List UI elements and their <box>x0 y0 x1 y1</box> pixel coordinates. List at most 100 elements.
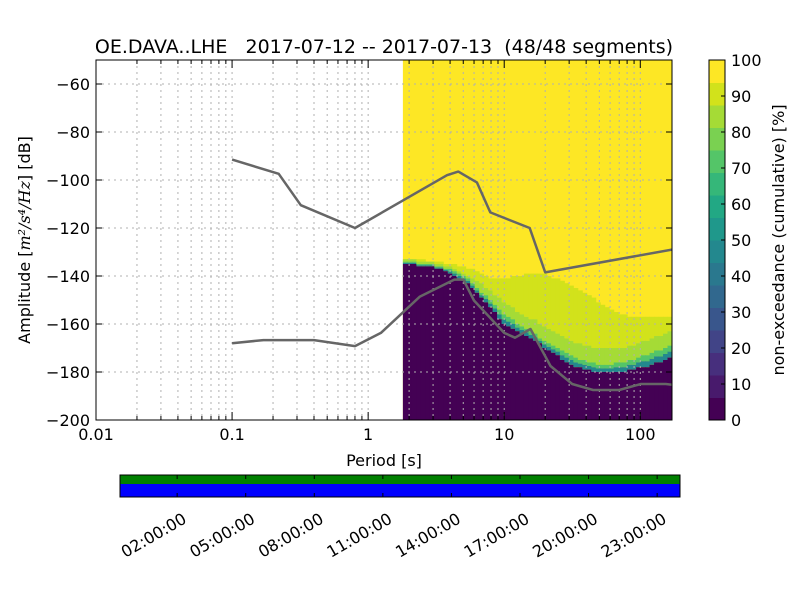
heatmap-bin <box>497 319 503 420</box>
heatmap-bin <box>425 261 431 264</box>
heatmap-bin <box>640 316 646 341</box>
heatmap-bin <box>636 316 642 344</box>
heatmap-bin <box>465 283 471 420</box>
heatmap-bin <box>604 368 610 372</box>
colorbar-segment <box>709 330 725 353</box>
heatmap-bin <box>470 278 476 284</box>
heatmap-bin <box>600 372 606 420</box>
heatmap-bin <box>402 259 408 262</box>
heatmap-bin <box>667 357 672 420</box>
heatmap-bin <box>443 264 449 267</box>
colorbar-segment <box>709 285 725 308</box>
chart-title: OE.DAVA..LHE 2017-07-12 -- 2017-07-13 (4… <box>95 36 673 58</box>
y-axis-label: Amplitude [m²/s⁴/Hz] [dB] <box>15 136 34 344</box>
colorbar-tick-label: 40 <box>731 267 751 286</box>
colorbar-tick-label: 0 <box>731 411 741 430</box>
heatmap-bin <box>506 321 512 327</box>
heatmap-bin <box>483 288 489 296</box>
heatmap-bin <box>586 366 592 370</box>
colorbar-tick-label: 70 <box>731 159 751 178</box>
heatmap-bin <box>411 262 417 264</box>
plot-frame <box>95 59 673 421</box>
heatmap-bin <box>474 280 480 288</box>
heatmap-bin <box>506 326 512 420</box>
heatmap-bin <box>550 345 556 350</box>
heatmap-bin <box>541 348 547 420</box>
coverage-time-label: 02:00:00 <box>118 509 190 561</box>
heatmap-bin <box>600 364 606 369</box>
heatmap-bin <box>591 362 597 368</box>
heatmap-bin <box>640 340 646 356</box>
heatmap-bin <box>595 372 601 420</box>
heatmap-bin <box>479 292 485 296</box>
heatmap-bin <box>564 283 570 339</box>
heatmap-bin <box>546 346 552 351</box>
heatmap-bin <box>411 259 417 262</box>
heatmap-bin <box>627 360 633 365</box>
heatmap-bin <box>492 308 498 312</box>
heatmap-bin <box>618 362 624 368</box>
heatmap-bin <box>573 367 579 420</box>
heatmap-bin <box>420 264 426 266</box>
heatmap-bin <box>613 367 619 372</box>
heatmap-bin <box>622 362 628 368</box>
heatmap-bin <box>564 338 570 353</box>
colorbar-segment <box>709 217 725 241</box>
heatmap-bin <box>604 372 610 420</box>
series-line-nhnm <box>231 158 672 274</box>
heatmap-bin <box>523 332 529 336</box>
heatmap-bin <box>429 265 435 267</box>
heatmap-bin <box>595 368 601 372</box>
colorbar-tick-label: 60 <box>731 195 751 214</box>
heatmap-bin <box>618 348 624 363</box>
heatmap-bin <box>402 264 408 420</box>
y-tick-label: −60 <box>56 75 90 94</box>
heatmap-bin <box>492 295 498 305</box>
heatmap-bin <box>474 271 480 281</box>
heatmap-bin <box>425 264 431 266</box>
heatmap-bin <box>541 326 547 341</box>
psd-heatmap <box>402 60 672 420</box>
heatmap-bin <box>420 265 426 267</box>
colorbar-segment <box>709 262 725 286</box>
heatmap-bin <box>559 280 565 336</box>
heatmap-bin <box>488 307 494 420</box>
heatmap-bin <box>492 312 498 420</box>
heatmap-bin <box>640 361 646 368</box>
heatmap-bin <box>591 372 597 420</box>
heatmap-bin <box>604 348 610 365</box>
heatmap-bin <box>577 367 583 420</box>
heatmap-bin <box>416 259 422 262</box>
heatmap-bin <box>519 333 525 420</box>
heatmap-bin <box>434 268 440 420</box>
heatmap-bin <box>568 340 574 356</box>
heatmap-bin <box>416 264 422 266</box>
heatmap-bin <box>555 333 561 348</box>
colorbar-segment <box>709 105 725 128</box>
heatmap-bin <box>483 295 489 299</box>
heatmap-bin <box>474 290 480 293</box>
heatmap-bin <box>609 372 615 420</box>
heatmap-bin <box>559 336 565 351</box>
heatmap-bin <box>559 350 565 356</box>
heatmap-bin <box>649 358 655 365</box>
series-line-nlnm <box>231 278 672 392</box>
heatmap-bin <box>645 367 651 420</box>
heatmap-bin <box>492 304 498 309</box>
heatmap-bin <box>645 361 651 368</box>
heatmap-bin <box>523 273 529 317</box>
heatmap-bin <box>663 360 669 420</box>
colorbar <box>709 60 725 421</box>
heatmap-bin <box>622 314 628 348</box>
heatmap-bin <box>609 368 615 372</box>
y-tick-label: −80 <box>56 123 90 142</box>
heatmap-bin <box>402 262 408 264</box>
heatmap-bin <box>443 268 449 270</box>
heatmap-bin <box>420 266 426 420</box>
heatmap-bin <box>465 278 471 281</box>
heatmap-bin <box>568 355 574 360</box>
heatmap-bin <box>663 348 669 354</box>
heatmap-bin <box>443 266 449 269</box>
colorbar-tick-label: 80 <box>731 123 751 142</box>
